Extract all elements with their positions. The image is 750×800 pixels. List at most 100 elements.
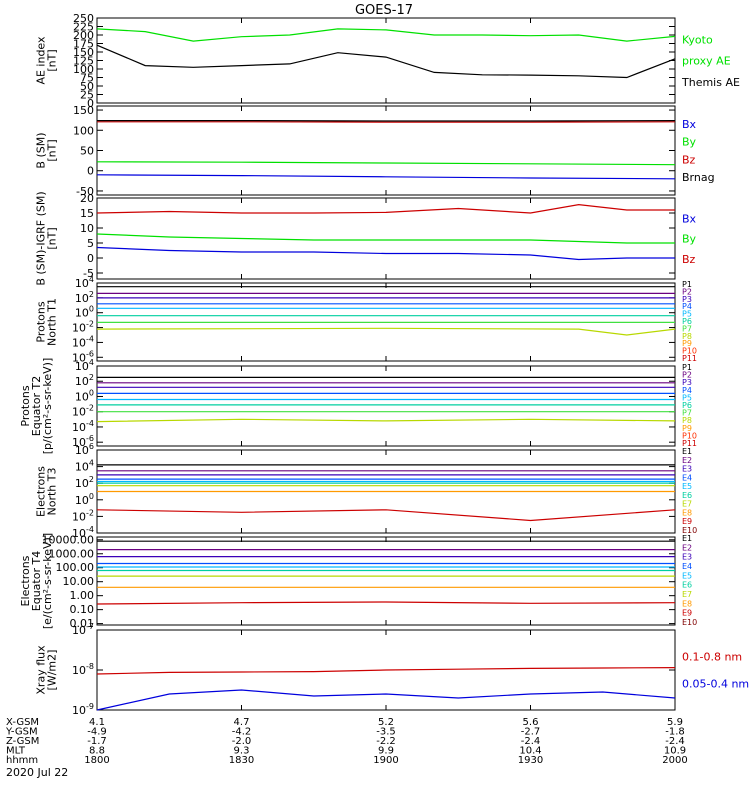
legend-label: P8 bbox=[682, 332, 692, 341]
legend-label: E9 bbox=[682, 517, 692, 526]
legend-label: P6 bbox=[682, 317, 692, 326]
legend-label: Bz bbox=[682, 153, 696, 166]
y-tick-label: 104 bbox=[75, 275, 94, 290]
legend-label: E9 bbox=[682, 609, 692, 618]
date-label: 2020 Jul 22 bbox=[6, 766, 68, 779]
y-tick-label: 100.00 bbox=[56, 561, 95, 574]
legend-label: P8 bbox=[682, 416, 692, 425]
panel-frame bbox=[96, 17, 676, 104]
x-row-value: 4.7 bbox=[234, 717, 250, 728]
legend-label: P10 bbox=[682, 347, 697, 356]
y-axis-label: [e/(cm²-s-sr-keV)] bbox=[41, 533, 54, 629]
legend-label: P3 bbox=[682, 295, 692, 304]
y-axis-label: [nT] bbox=[46, 139, 59, 161]
y-tick-label: 102 bbox=[75, 290, 94, 305]
x-row-value: -3.5 bbox=[376, 727, 396, 738]
y-tick-label: 102 bbox=[75, 373, 94, 388]
series-e9 bbox=[96, 601, 676, 605]
y-axis-label: Equator T4 bbox=[30, 551, 43, 611]
y-axis-label: North T1 bbox=[46, 298, 59, 346]
y-tick-label: 200 bbox=[73, 29, 94, 42]
legend-label: E5 bbox=[682, 571, 692, 580]
legend-label: P4 bbox=[682, 302, 692, 311]
x-row-label: MLT bbox=[6, 746, 26, 757]
x-row-value: 1800 bbox=[84, 755, 109, 766]
x-row-value: -1.7 bbox=[87, 736, 107, 747]
y-tick-label: 0.10 bbox=[70, 603, 95, 616]
legend-label: By bbox=[682, 233, 697, 246]
legend-label: E8 bbox=[682, 599, 692, 608]
y-tick-label: 10 bbox=[80, 222, 94, 235]
legend-label: Kyoto bbox=[682, 33, 713, 46]
x-row-value: -2.4 bbox=[521, 736, 541, 747]
legend-label: E5 bbox=[682, 482, 692, 491]
y-tick-label: 100 bbox=[73, 124, 94, 137]
legend-label: E3 bbox=[682, 553, 692, 562]
legend-label: E2 bbox=[682, 456, 692, 465]
y-tick-label: 100 bbox=[75, 492, 94, 507]
legend-label: Bx bbox=[682, 118, 697, 131]
y-tick-label: 150 bbox=[73, 104, 94, 117]
y-tick-label: 10-9 bbox=[72, 702, 94, 717]
y-tick-label: 10-2 bbox=[72, 508, 94, 523]
y-tick-label: 150 bbox=[73, 46, 94, 59]
x-row-value: -1.8 bbox=[665, 727, 685, 738]
legend-label: P1 bbox=[682, 363, 692, 372]
legend-label: E2 bbox=[682, 543, 692, 552]
legend-label: E1 bbox=[682, 534, 692, 543]
panel-2: -50 0 50 100 150 B (SM)[nT] Bx By Bz Brnag bbox=[35, 104, 715, 198]
legend-label: E1 bbox=[682, 447, 692, 456]
legend-label: P11 bbox=[682, 354, 697, 363]
legend-label: E6 bbox=[682, 581, 692, 590]
y-tick-label: -50 bbox=[76, 185, 94, 198]
panel-frame bbox=[96, 536, 676, 626]
x-row-label: Y-GSM bbox=[5, 727, 38, 738]
legend-label: P6 bbox=[682, 401, 692, 410]
x-row-value: 5.6 bbox=[523, 717, 539, 728]
legend-label: E7 bbox=[682, 500, 692, 509]
legend-label: E8 bbox=[682, 508, 692, 517]
y-axis-label: Equator T2 bbox=[30, 376, 43, 436]
x-row-value: 1900 bbox=[373, 755, 398, 766]
legend-label: Brnag bbox=[682, 171, 715, 184]
y-tick-label: 20 bbox=[80, 192, 94, 205]
legend-label: E4 bbox=[682, 562, 692, 571]
panel-frame bbox=[96, 197, 676, 280]
series-0-05-0-4-nm bbox=[96, 689, 676, 711]
y-tick-label: 10-8 bbox=[72, 662, 94, 677]
x-row-value: 2000 bbox=[662, 755, 687, 766]
series-0-1-0-8-nm bbox=[96, 667, 676, 675]
y-tick-label: 10.00 bbox=[63, 575, 95, 588]
legend-label: E4 bbox=[682, 473, 692, 482]
legend-label: E10 bbox=[682, 526, 697, 535]
y-axis-label: B (SM)-IGRF (SM) bbox=[35, 191, 48, 285]
legend-label: E3 bbox=[682, 465, 692, 474]
legend-label: Bz bbox=[682, 253, 696, 266]
legend-label: P2 bbox=[682, 371, 692, 380]
y-tick-label: -5 bbox=[83, 267, 94, 280]
y-axis-label: Protons bbox=[19, 385, 32, 426]
x-row-value: -4.2 bbox=[232, 727, 252, 738]
y-axis-label: [nT] bbox=[46, 49, 59, 71]
x-row-value: -4.9 bbox=[87, 727, 107, 738]
series-themis-ae bbox=[96, 44, 676, 79]
y-tick-label: 75 bbox=[80, 72, 94, 85]
legend-label: P10 bbox=[682, 431, 697, 440]
plot-title: GOES-17 bbox=[355, 3, 413, 18]
y-axis-label: Protons bbox=[35, 301, 48, 342]
y-tick-label: 50 bbox=[80, 80, 94, 93]
y-axis-label: [W/m2] bbox=[46, 650, 59, 691]
legend-label: 0.05-0.4 nm bbox=[682, 677, 749, 690]
x-row-value: 4.1 bbox=[89, 717, 105, 728]
y-tick-label: 100 bbox=[75, 388, 94, 403]
x-row-value: 5.2 bbox=[378, 717, 394, 728]
series-by bbox=[96, 161, 676, 166]
y-axis-label: North T3 bbox=[46, 468, 59, 516]
y-tick-label: 250 bbox=[73, 12, 94, 25]
